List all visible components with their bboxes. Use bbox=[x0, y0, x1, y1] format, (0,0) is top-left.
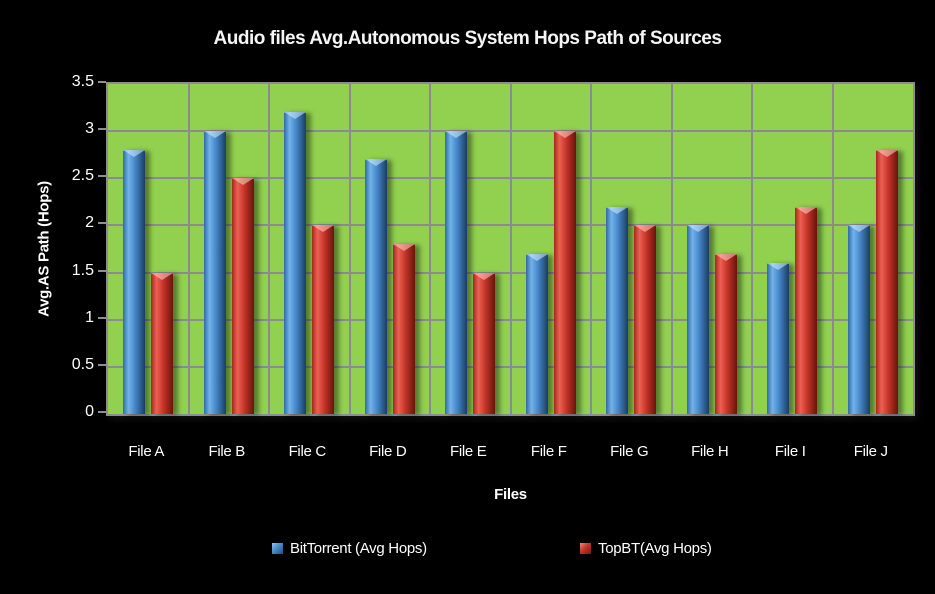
legend-marker-icon bbox=[580, 543, 591, 554]
x-category-label: File H bbox=[691, 443, 729, 460]
bar-top-bevel bbox=[606, 206, 629, 214]
y-tick-label: 0 bbox=[85, 403, 94, 420]
plot-grid bbox=[108, 84, 913, 414]
bar-top-bevel bbox=[767, 263, 790, 271]
bar-file-i-topbt bbox=[795, 206, 818, 414]
bar-file-e-bittorrent bbox=[445, 131, 468, 414]
bar-file-g-bittorrent bbox=[606, 206, 629, 414]
bar-top-bevel bbox=[151, 272, 174, 280]
bar-top-bevel bbox=[847, 225, 870, 233]
y-tick-mark bbox=[98, 128, 106, 131]
x-category-label: File D bbox=[369, 443, 407, 460]
bar-file-h-topbt bbox=[714, 253, 737, 414]
bar-top-bevel bbox=[364, 159, 387, 167]
bar-file-f-topbt bbox=[553, 131, 576, 414]
legend-item-bittorrent: BitTorrent (Avg Hops) bbox=[272, 540, 427, 557]
gridline-vertical bbox=[268, 84, 270, 414]
bar-file-a-topbt bbox=[151, 272, 174, 414]
gridline-vertical bbox=[187, 84, 190, 414]
y-tick-label: 2 bbox=[85, 214, 94, 232]
plot-area bbox=[106, 82, 915, 416]
bar-top-bevel bbox=[473, 272, 496, 280]
gridline-vertical bbox=[348, 84, 351, 414]
x-category-label: File J bbox=[853, 443, 888, 460]
y-tick-mark bbox=[98, 363, 106, 366]
x-category-label: File G bbox=[610, 443, 649, 460]
x-category-label: File C bbox=[288, 443, 327, 460]
bar-file-i-bittorrent bbox=[767, 263, 790, 414]
x-category-label: File F bbox=[530, 443, 567, 460]
bar-top-bevel bbox=[686, 225, 709, 233]
bar-file-c-topbt bbox=[312, 225, 335, 414]
y-tick-label: 1 bbox=[85, 308, 94, 326]
gridline-vertical bbox=[831, 84, 834, 414]
y-tick-label: 3 bbox=[85, 120, 94, 138]
bar-file-e-topbt bbox=[473, 272, 496, 414]
y-tick-label: 1.5 bbox=[71, 261, 94, 279]
x-category-label: File A bbox=[128, 443, 165, 460]
bar-top-bevel bbox=[875, 150, 898, 157]
gridline-vertical bbox=[751, 84, 753, 414]
bar-file-c-bittorrent bbox=[284, 112, 307, 414]
x-category-label: File I bbox=[774, 443, 806, 460]
bar-top-bevel bbox=[231, 178, 254, 186]
legend: BitTorrent (Avg Hops) TopBT(Avg Hops) bbox=[0, 540, 935, 560]
x-category-label: File E bbox=[449, 443, 487, 460]
bar-top-bevel bbox=[525, 253, 548, 261]
gridline-vertical bbox=[670, 84, 673, 414]
bar-file-h-bittorrent bbox=[686, 225, 709, 414]
y-tick-mark bbox=[98, 175, 106, 178]
gridline-vertical bbox=[590, 84, 592, 414]
x-category-label: File B bbox=[208, 443, 246, 460]
legend-label: TopBT(Avg Hops) bbox=[598, 540, 712, 557]
chart-title: Audio files Avg.Autonomous System Hops P… bbox=[213, 28, 722, 49]
legend-item-topbt: TopBT(Avg Hops) bbox=[580, 540, 712, 557]
bar-file-j-topbt bbox=[875, 150, 898, 414]
bar-top-bevel bbox=[795, 206, 818, 214]
gridline-vertical bbox=[509, 84, 512, 414]
y-tick-mark bbox=[98, 81, 106, 83]
bar-file-d-topbt bbox=[392, 244, 415, 414]
bar-top-bevel bbox=[284, 112, 307, 120]
gridline-vertical bbox=[429, 84, 431, 414]
bar-top-bevel bbox=[634, 225, 657, 233]
y-axis-title: Avg.AS Path (Hops) bbox=[35, 181, 53, 317]
bar-file-a-bittorrent bbox=[123, 150, 146, 414]
x-axis-title: Files bbox=[494, 486, 527, 503]
bar-top-bevel bbox=[392, 244, 415, 252]
y-tick-label: 0.5 bbox=[71, 355, 94, 373]
y-tick-mark bbox=[98, 411, 106, 413]
bar-file-g-topbt bbox=[634, 225, 657, 414]
legend-marker-icon bbox=[272, 543, 283, 554]
y-tick-mark bbox=[98, 316, 106, 319]
bar-top-bevel bbox=[123, 150, 146, 157]
y-tick-label: 3.5 bbox=[71, 73, 94, 90]
bar-file-f-bittorrent bbox=[525, 253, 548, 414]
y-tick-mark bbox=[98, 269, 106, 272]
y-tick-mark bbox=[98, 222, 106, 225]
y-tick-label: 2.5 bbox=[71, 167, 94, 185]
bar-file-d-bittorrent bbox=[364, 159, 387, 414]
bar-top-bevel bbox=[445, 131, 468, 139]
bar-file-b-bittorrent bbox=[203, 131, 226, 414]
bar-file-b-topbt bbox=[231, 178, 254, 414]
bar-top-bevel bbox=[203, 131, 226, 139]
legend-label: BitTorrent (Avg Hops) bbox=[290, 540, 427, 557]
bar-file-j-bittorrent bbox=[847, 225, 870, 414]
bar-top-bevel bbox=[714, 253, 737, 261]
bar-top-bevel bbox=[553, 131, 576, 139]
bar-top-bevel bbox=[312, 225, 335, 233]
